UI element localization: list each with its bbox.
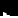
Polygon shape xyxy=(10,3,11,4)
Polygon shape xyxy=(3,5,8,7)
Text: 5403: 5403 xyxy=(0,0,18,17)
Text: 5401: 5401 xyxy=(0,0,18,17)
Text: 5721: 5721 xyxy=(0,0,18,16)
Ellipse shape xyxy=(4,7,6,8)
Ellipse shape xyxy=(11,8,12,9)
Polygon shape xyxy=(5,6,6,7)
Ellipse shape xyxy=(12,5,13,6)
Polygon shape xyxy=(5,5,6,6)
Polygon shape xyxy=(5,4,10,5)
Polygon shape xyxy=(4,6,8,7)
Text: 5706: 5706 xyxy=(0,0,18,17)
Text: 5407: 5407 xyxy=(0,0,18,17)
Polygon shape xyxy=(3,5,5,6)
Polygon shape xyxy=(5,6,8,9)
Text: P1: P1 xyxy=(0,0,18,15)
Text: 5404: 5404 xyxy=(0,0,18,16)
Text: 5409: 5409 xyxy=(0,0,18,16)
Text: 5711: 5711 xyxy=(0,0,18,16)
Ellipse shape xyxy=(11,5,12,6)
Polygon shape xyxy=(12,6,13,7)
Text: 5713: 5713 xyxy=(0,0,18,15)
Ellipse shape xyxy=(3,7,4,8)
Polygon shape xyxy=(3,6,5,9)
